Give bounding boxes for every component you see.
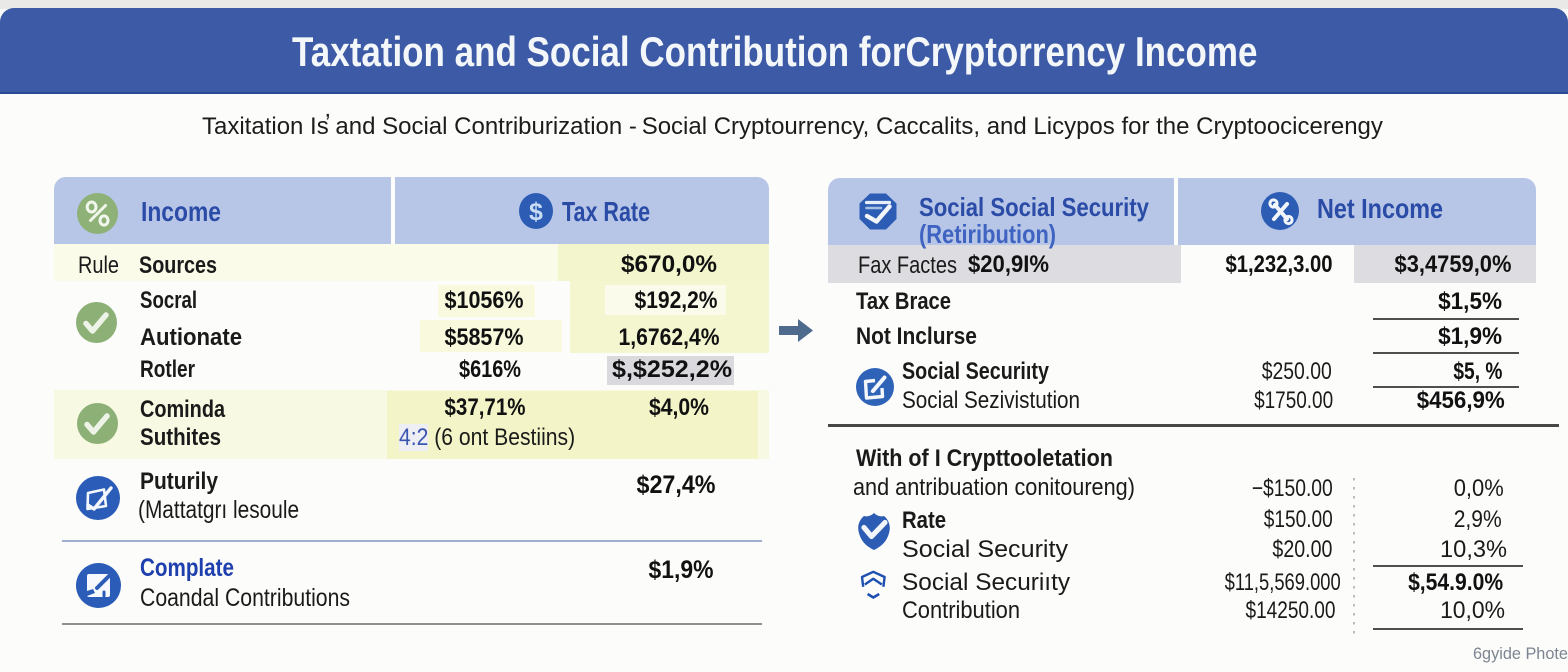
svg-text:$: $ <box>529 198 543 226</box>
